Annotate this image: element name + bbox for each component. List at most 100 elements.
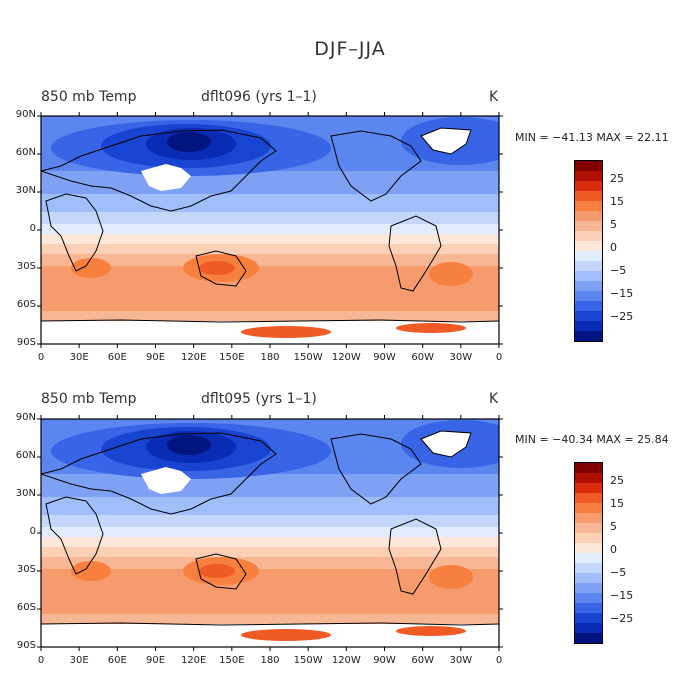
latitude-tick-label: 60S: [16, 299, 36, 310]
longitude-tick-label: 60E: [107, 655, 127, 666]
panel2-min-max: MIN = −40.34 MAX = 25.84: [515, 433, 669, 446]
colorbar-swatch: [575, 503, 602, 513]
colorbar-label: −15: [610, 287, 634, 300]
colorbar-label: −5: [610, 264, 627, 277]
colorbar-swatch: [575, 583, 602, 593]
longitude-tick-label: 180: [260, 352, 280, 363]
colorbar-swatch: [575, 321, 602, 331]
panel2-axes: [37, 415, 503, 651]
colorbar-swatch: [575, 191, 602, 201]
colorbar-label: 5: [610, 218, 617, 231]
colorbar-swatch: [575, 251, 602, 261]
panel2-case-label: dflt095 (yrs 1–1): [201, 391, 317, 407]
panel1-min-max: MIN = −41.13 MAX = 22.11: [515, 131, 669, 144]
panel1-units: K: [489, 89, 499, 105]
colorbar-swatch: [575, 311, 602, 321]
colorbar-swatch: [575, 171, 602, 181]
colorbar-swatch: [575, 271, 602, 281]
longitude-tick-label: 30E: [69, 655, 89, 666]
panel1-temperature-field: [41, 116, 499, 344]
colorbar-label: 15: [610, 195, 624, 208]
longitude-tick-label: 90W: [373, 655, 396, 666]
colorbar-label: −5: [610, 566, 627, 579]
longitude-tick-label: 0: [495, 352, 503, 363]
longitude-tick-label: 120W: [331, 352, 361, 363]
longitude-tick-label: 120W: [331, 655, 361, 666]
colorbar-swatch: [575, 633, 602, 643]
latitude-tick-label: 30S: [16, 261, 36, 272]
latitude-tick-label: 30N: [15, 185, 36, 196]
longitude-tick-label: 180: [260, 655, 280, 666]
panel2-colorbar: [574, 462, 603, 644]
colorbar-swatch: [575, 201, 602, 211]
latitude-tick-label: 90N: [15, 109, 36, 120]
panel1-axes: [37, 112, 503, 348]
longitude-tick-label: 120E: [180, 352, 207, 363]
colorbar-label: 25: [610, 474, 624, 487]
colorbar-swatch: [575, 613, 602, 623]
colorbar-swatch: [575, 533, 602, 543]
colorbar-swatch: [575, 493, 602, 503]
colorbar-swatch: [575, 473, 602, 483]
colorbar-swatch: [575, 553, 602, 563]
colorbar-label: −15: [610, 589, 634, 602]
longitude-tick-label: 150W: [293, 352, 323, 363]
colorbar-swatch: [575, 563, 602, 573]
longitude-tick-label: 150W: [293, 655, 323, 666]
longitude-tick-label: 0: [495, 655, 503, 666]
panel1-coastlines: [41, 127, 499, 323]
colorbar-label: −25: [610, 310, 634, 323]
colorbar-swatch: [575, 623, 602, 633]
longitude-tick-label: 60W: [411, 655, 434, 666]
figure-title: DJF–JJA: [314, 38, 386, 60]
colorbar-swatch: [575, 161, 602, 171]
longitude-tick-label: 90W: [373, 352, 396, 363]
colorbar-label: 15: [610, 497, 624, 510]
colorbar-swatch: [575, 463, 602, 473]
latitude-tick-label: 30N: [15, 488, 36, 499]
latitude-tick-label: 60N: [15, 147, 36, 158]
colorbar-swatch: [575, 573, 602, 583]
panel2-map: [41, 419, 499, 647]
colorbar-swatch: [575, 523, 602, 533]
latitude-tick-label: 90N: [15, 412, 36, 423]
latitude-tick-label: 0: [29, 526, 36, 537]
longitude-tick-label: 60W: [411, 352, 434, 363]
panel1-map: [41, 116, 499, 344]
colorbar-label: 0: [610, 543, 617, 556]
colorbar-swatch: [575, 231, 602, 241]
colorbar-swatch: [575, 261, 602, 271]
latitude-tick-label: 60S: [16, 602, 36, 613]
colorbar-label: −25: [610, 612, 634, 625]
panel1-case-label: dflt096 (yrs 1–1): [201, 89, 317, 105]
panel2-field-label: 850 mb Temp: [41, 391, 137, 407]
colorbar-swatch: [575, 331, 602, 341]
longitude-tick-label: 30E: [69, 352, 89, 363]
colorbar-swatch: [575, 221, 602, 231]
longitude-tick-label: 150E: [219, 352, 245, 363]
colorbar-swatch: [575, 543, 602, 553]
latitude-tick-label: 90S: [16, 640, 36, 651]
colorbar-swatch: [575, 603, 602, 613]
longitude-tick-label: 0: [37, 655, 45, 666]
colorbar-swatch: [575, 211, 602, 221]
longitude-tick-label: 90E: [145, 352, 166, 363]
colorbar-swatch: [575, 291, 602, 301]
colorbar-swatch: [575, 181, 602, 191]
longitude-tick-label: 0: [37, 352, 45, 363]
colorbar-swatch: [575, 483, 602, 493]
colorbar-label: 25: [610, 172, 624, 185]
colorbar-label: 0: [610, 241, 617, 254]
colorbar-swatch: [575, 593, 602, 603]
colorbar-swatch: [575, 513, 602, 523]
latitude-tick-label: 0: [29, 223, 36, 234]
panel1-colorbar: [574, 160, 603, 342]
latitude-tick-label: 30S: [16, 564, 36, 575]
panel2-units: K: [489, 391, 499, 407]
colorbar-swatch: [575, 301, 602, 311]
longitude-tick-label: 90E: [145, 655, 166, 666]
colorbar-swatch: [575, 281, 602, 291]
panel1-field-label: 850 mb Temp: [41, 89, 137, 105]
longitude-tick-label: 60E: [107, 352, 127, 363]
longitude-tick-label: 30W: [449, 655, 473, 666]
